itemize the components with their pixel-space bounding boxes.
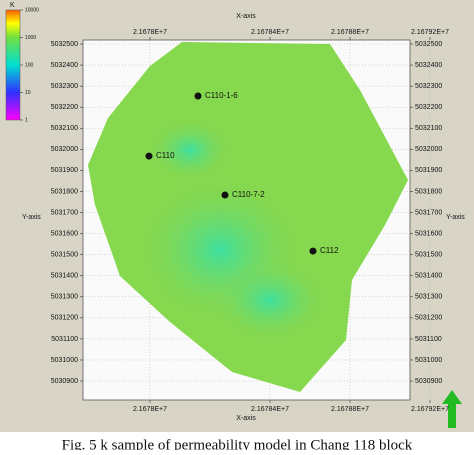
y-tick-label: 5030900 <box>51 378 78 385</box>
y-tick-label: 5032400 <box>415 62 442 69</box>
y-tick-label: 5031300 <box>51 294 78 301</box>
y-tick-label: 5032300 <box>51 83 78 90</box>
y-tick-label: 5031500 <box>51 251 78 258</box>
colorbar-tick-label: 1 <box>25 117 28 123</box>
y-tick-label: 5032000 <box>51 146 78 153</box>
colorbar-tick-label: 10 <box>25 90 31 96</box>
colorbar-tick-label: 1000 <box>25 35 36 41</box>
colorbar-label: K <box>10 2 15 9</box>
y-axis-title-right: Y-axis <box>446 214 465 221</box>
north-arrow <box>442 390 462 428</box>
y-tick-label: 5030900 <box>415 378 442 385</box>
well <box>145 152 153 160</box>
y-tick-label: 5032000 <box>415 146 442 153</box>
x-axis-title-top: X-axis <box>236 13 256 20</box>
well <box>194 92 202 100</box>
y-tick-label: 5032500 <box>415 41 442 48</box>
y-tick-label: 5032100 <box>51 125 78 132</box>
y-tick-label: 5031300 <box>415 294 442 301</box>
well-label: C110 <box>156 151 175 160</box>
colorbar-tick-label: 100 <box>25 62 34 68</box>
well-label: C110-1-6 <box>205 91 238 100</box>
y-tick-label: 5031100 <box>51 336 78 343</box>
x-tick-label: 2.16792E+7 <box>411 406 449 413</box>
y-tick-label: 5031000 <box>415 357 442 364</box>
y-axis-title-left: Y-axis <box>22 214 41 221</box>
y-tick-label: 5031800 <box>51 188 78 195</box>
colorbar-tick-label: 10000 <box>25 7 39 13</box>
caption: Fig. 5 k sample of permeability model in… <box>62 437 413 450</box>
well-label: C110-7-2 <box>232 190 265 199</box>
y-tick-label: 5031700 <box>415 209 442 216</box>
x-tick-label: 2.16788E+7 <box>331 29 369 36</box>
y-tick-label: 5031700 <box>51 209 78 216</box>
y-tick-label: 5032200 <box>51 104 78 111</box>
y-tick-label: 5031600 <box>415 230 442 237</box>
x-axis-title-bottom: X-axis <box>236 415 256 422</box>
y-tick-label: 5032200 <box>415 104 442 111</box>
y-tick-label: 5031400 <box>51 273 78 280</box>
y-tick-label: 5031000 <box>51 357 78 364</box>
y-tick-label: 5032300 <box>415 83 442 90</box>
y-tick-label: 5031200 <box>51 315 78 322</box>
y-tick-label: 5032100 <box>415 125 442 132</box>
y-tick-label: 5031200 <box>415 315 442 322</box>
y-tick-label: 5031900 <box>415 167 442 174</box>
x-tick-label: 2.1678E+7 <box>133 29 167 36</box>
y-tick-label: 5031400 <box>415 273 442 280</box>
y-tick-label: 5032400 <box>51 62 78 69</box>
well-label: C112 <box>320 246 339 255</box>
y-tick-label: 5031600 <box>51 230 78 237</box>
x-tick-label: 2.1678E+7 <box>133 406 167 413</box>
x-tick-label: 2.16792E+7 <box>411 29 449 36</box>
well <box>221 191 229 199</box>
well <box>309 247 317 255</box>
colorbar <box>5 9 21 121</box>
x-tick-label: 2.16784E+7 <box>251 29 289 36</box>
y-tick-label: 5032500 <box>51 41 78 48</box>
x-tick-label: 2.16784E+7 <box>251 406 289 413</box>
y-tick-label: 5031100 <box>415 336 442 343</box>
high-k-zone <box>215 260 325 340</box>
x-tick-label: 2.16788E+7 <box>331 406 369 413</box>
y-tick-label: 5031500 <box>415 251 442 258</box>
high-k-zone <box>150 120 230 180</box>
y-tick-label: 5031800 <box>415 188 442 195</box>
y-tick-label: 5031900 <box>51 167 78 174</box>
